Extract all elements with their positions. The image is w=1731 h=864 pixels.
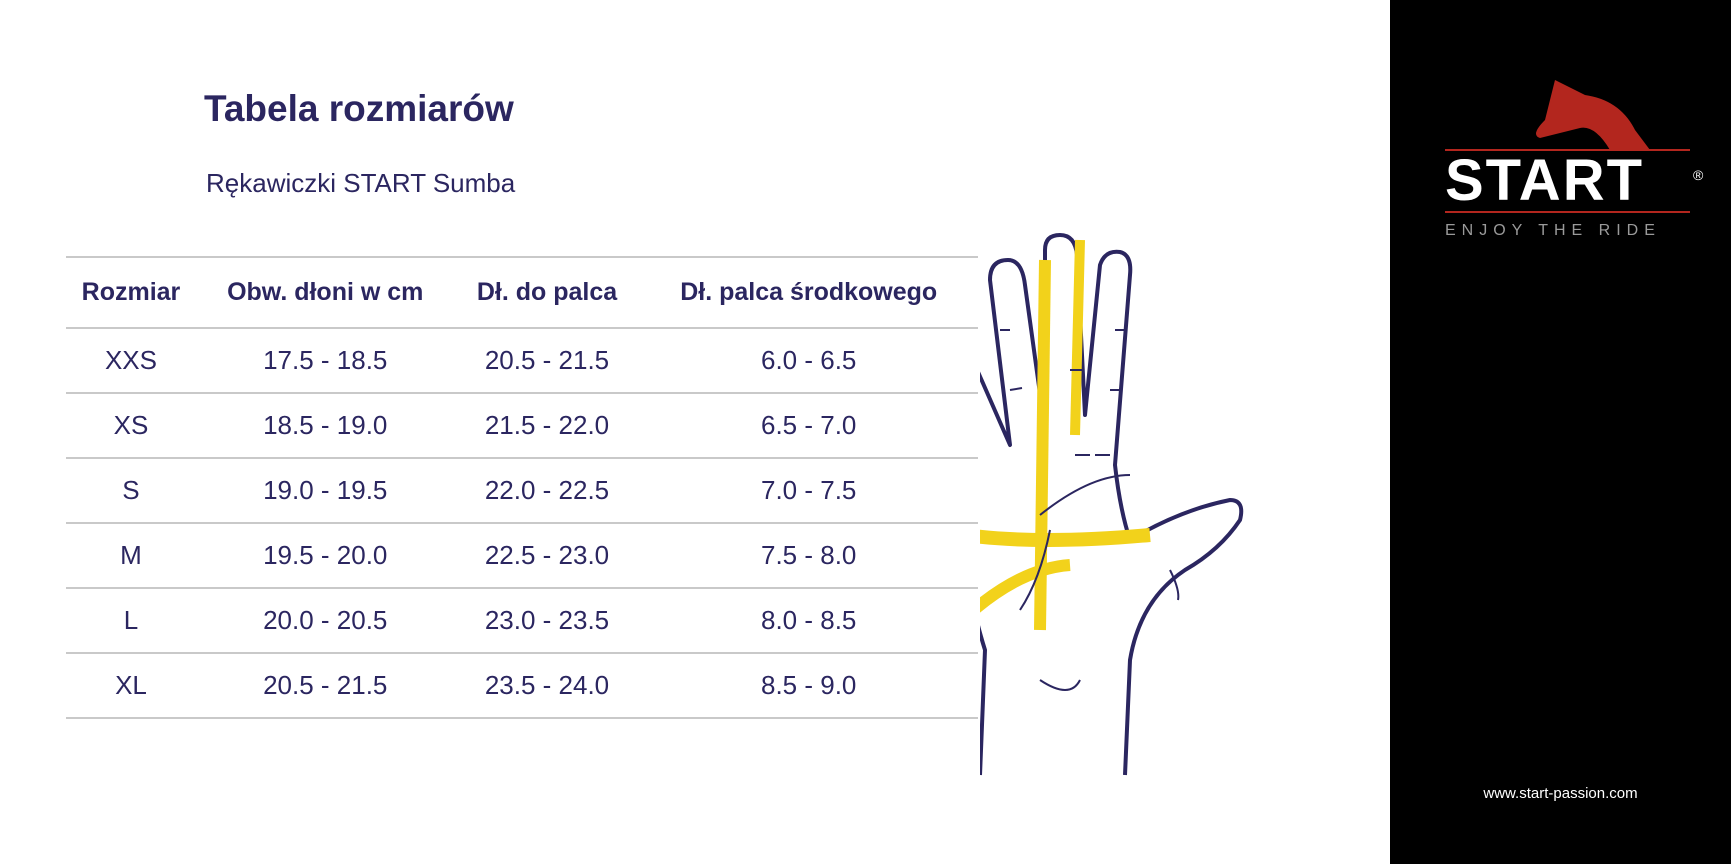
table-cell: S — [66, 457, 196, 524]
table-cell: XS — [66, 392, 196, 459]
start-logo: START ® ENJOY THE RIDE — [1445, 80, 1704, 239]
table-cell: 17.5 - 18.5 — [195, 327, 455, 394]
horse-head-icon — [1536, 80, 1650, 150]
table-cell: 8.5 - 9.0 — [639, 652, 978, 719]
page-title: Tabela rozmiarów — [204, 88, 514, 129]
table-row: XS 18.5 - 19.0 21.5 - 22.0 6.5 - 7.0 — [66, 392, 978, 459]
table-row: M 19.5 - 20.0 22.5 - 23.0 7.5 - 8.0 — [66, 522, 978, 589]
table-cell: 19.5 - 20.0 — [195, 522, 455, 589]
table-cell: 21.5 - 22.0 — [454, 392, 640, 459]
brand-name: START — [1445, 148, 1644, 213]
table-row: L 20.0 - 20.5 23.0 - 23.5 8.0 - 8.5 — [66, 587, 978, 654]
table-cell: 20.0 - 20.5 — [195, 587, 455, 654]
table-cell: M — [66, 522, 196, 589]
table-cell: 23.0 - 23.5 — [454, 587, 640, 654]
brand-tagline: ENJOY THE RIDE — [1445, 222, 1661, 239]
table-cell: 20.5 - 21.5 — [454, 327, 640, 394]
table-header-row: Rozmiar Obw. dłoni w cm Dł. do palca Dł.… — [66, 256, 978, 329]
page-subtitle: Rękawiczki START Sumba — [206, 168, 516, 198]
table-cell: 6.0 - 6.5 — [639, 327, 978, 394]
table-cell: 6.5 - 7.0 — [639, 392, 978, 459]
column-header: Dł. palca środkowego — [639, 256, 978, 329]
table-cell: 19.0 - 19.5 — [195, 457, 455, 524]
table-row: S 19.0 - 19.5 22.0 - 22.5 7.0 - 7.5 — [66, 457, 978, 524]
table-cell: 22.5 - 23.0 — [454, 522, 640, 589]
table-row: XL 20.5 - 21.5 23.5 - 24.0 8.5 - 9.0 — [66, 652, 978, 719]
table-cell: 20.5 - 21.5 — [195, 652, 455, 719]
table-cell: XL — [66, 652, 196, 719]
table-row: XXS 17.5 - 18.5 20.5 - 21.5 6.0 - 6.5 — [66, 327, 978, 394]
table-cell: 22.0 - 22.5 — [454, 457, 640, 524]
table-cell: 18.5 - 19.0 — [195, 392, 455, 459]
column-header: Dł. do palca — [454, 256, 640, 329]
hand-measuring-tape-icon — [980, 233, 1244, 776]
table-cell: L — [66, 587, 196, 654]
column-header: Obw. dłoni w cm — [195, 256, 455, 329]
website-url[interactable]: www.start-passion.com — [1483, 785, 1638, 802]
registered-mark: ® — [1693, 167, 1704, 183]
column-header: Rozmiar — [66, 256, 196, 329]
table-cell: 23.5 - 24.0 — [454, 652, 640, 719]
size-table: Rozmiar Obw. dłoni w cm Dł. do palca Dł.… — [66, 256, 978, 719]
table-cell: 7.5 - 8.0 — [639, 522, 978, 589]
table-cell: 8.0 - 8.5 — [639, 587, 978, 654]
brand-panel: START ® ENJOY THE RIDE www.start-passion… — [1390, 0, 1731, 864]
table-cell: XXS — [66, 327, 196, 394]
table-cell: 7.0 - 7.5 — [639, 457, 978, 524]
